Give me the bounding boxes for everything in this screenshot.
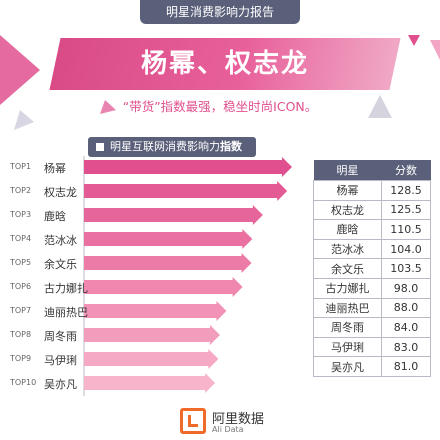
category-label: 古力娜扎 <box>44 282 88 295</box>
rank-label: TOP3 <box>10 210 32 219</box>
rank-row: TOP4 范冰冰 <box>4 232 104 248</box>
ali-data-logo-icon <box>180 408 206 434</box>
score-cell: 98.0 <box>380 277 432 299</box>
score-cell: 110.5 <box>380 219 432 240</box>
star-name-cell: 马伊琍 <box>313 336 382 358</box>
section-header: 明星互联网消费影响力指数 <box>88 137 256 157</box>
score-table: 明星 分数 杨幂 128.5 权志龙 125.5 鹿晗 110.5 范冰冰 104.0 余文乐 1… <box>313 160 432 377</box>
bar-7 <box>84 301 227 321</box>
table-row: 周冬雨 84.0 <box>313 317 432 338</box>
section-marker-icon <box>96 143 104 151</box>
star-name-cell: 范冰冰 <box>313 238 382 260</box>
star-name-cell: 鹿晗 <box>313 219 382 240</box>
logo-name: 阿里数据 <box>212 412 265 427</box>
table-row: 余文乐 103.5 <box>313 258 432 279</box>
bar-6 <box>84 277 243 297</box>
category-label: 权志龙 <box>44 186 77 199</box>
score-cell: 128.5 <box>380 180 432 201</box>
report-title-tab: 明星消费影响力报告 <box>140 0 300 24</box>
score-cell: 88.0 <box>380 297 432 319</box>
star-name-cell: 吴亦凡 <box>313 356 382 377</box>
section-title-part3: 指数 <box>220 140 242 153</box>
table-row: 迪丽热巴 88.0 <box>313 297 432 319</box>
rank-label: TOP5 <box>10 258 32 267</box>
bar-2 <box>84 181 288 201</box>
bar-8 <box>84 325 220 345</box>
bar-4 <box>84 229 253 249</box>
rank-row: TOP7 迪丽热巴 <box>4 304 104 320</box>
table-row: 杨幂 128.5 <box>313 180 432 201</box>
table-row: 吴亦凡 81.0 <box>313 356 432 377</box>
table-row: 权志龙 125.5 <box>313 199 432 221</box>
score-cell: 81.0 <box>380 356 432 377</box>
col-score-header: 分数 <box>381 160 431 181</box>
rank-label: TOP2 <box>10 186 32 195</box>
rank-row: TOP10 吴亦凡 <box>4 376 104 392</box>
category-label: 范冰冰 <box>44 234 77 247</box>
score-cell: 84.0 <box>380 317 432 338</box>
rank-label: TOP6 <box>10 282 32 291</box>
logo-sub: Ali Data <box>212 425 244 434</box>
category-label: 周冬雨 <box>44 330 77 343</box>
star-name-cell: 余文乐 <box>313 258 382 279</box>
score-table-header: 明星 分数 <box>313 160 431 181</box>
bar-5 <box>84 253 252 273</box>
section-title-part1: 明星互联网 <box>110 140 165 153</box>
category-label: 吴亦凡 <box>44 378 77 391</box>
table-row: 鹿晗 110.5 <box>313 219 432 240</box>
col-star-header: 明星 <box>313 160 382 181</box>
star-name-cell: 迪丽热巴 <box>313 297 382 319</box>
bar-3 <box>84 205 263 225</box>
rank-label: TOP1 <box>10 162 32 171</box>
score-cell: 83.0 <box>380 336 432 358</box>
table-row: 马伊琍 83.0 <box>313 336 432 358</box>
section-title: 明星互联网消费影响力指数 <box>110 137 242 157</box>
category-label: 杨幂 <box>44 162 66 175</box>
category-label: 迪丽热巴 <box>44 306 88 319</box>
star-name-cell: 杨幂 <box>313 180 382 201</box>
bar-1 <box>84 157 292 177</box>
category-label: 马伊琍 <box>44 354 77 367</box>
rank-row: TOP1 杨幂 <box>4 160 104 176</box>
banner-subtitle: “带货”指数最强，稳坐时尚ICON。 <box>122 99 318 114</box>
bar-10 <box>84 373 216 393</box>
section-title-part2: 消费影响力 <box>165 140 220 153</box>
rank-row: TOP8 周冬雨 <box>4 328 104 344</box>
star-name-cell: 权志龙 <box>313 199 382 221</box>
rank-row: TOP9 马伊琍 <box>4 352 104 368</box>
table-row: 范冰冰 104.0 <box>313 238 432 260</box>
rank-row: TOP5 余文乐 <box>4 256 104 272</box>
rank-label: TOP8 <box>10 330 32 339</box>
star-name-cell: 周冬雨 <box>313 317 382 338</box>
bar-9 <box>84 349 219 369</box>
ali-data-logo: 阿里数据 Ali Data <box>180 404 280 438</box>
score-cell: 103.5 <box>380 258 432 279</box>
rank-row: TOP6 古力娜扎 <box>4 280 104 296</box>
rank-label: TOP4 <box>10 234 32 243</box>
banner-title: 杨幂、权志龙 <box>140 49 309 79</box>
rank-label: TOP7 <box>10 306 32 315</box>
category-label: 余文乐 <box>44 258 77 271</box>
star-name-cell: 古力娜扎 <box>313 277 382 299</box>
rank-row: TOP2 权志龙 <box>4 184 104 200</box>
rank-label: TOP10 <box>10 378 37 387</box>
rank-label: TOP9 <box>10 354 32 363</box>
score-cell: 125.5 <box>380 199 432 221</box>
table-row: 古力娜扎 98.0 <box>313 277 432 299</box>
rank-row: TOP3 鹿晗 <box>4 208 104 224</box>
category-label: 鹿晗 <box>44 210 66 223</box>
score-cell: 104.0 <box>380 238 432 260</box>
